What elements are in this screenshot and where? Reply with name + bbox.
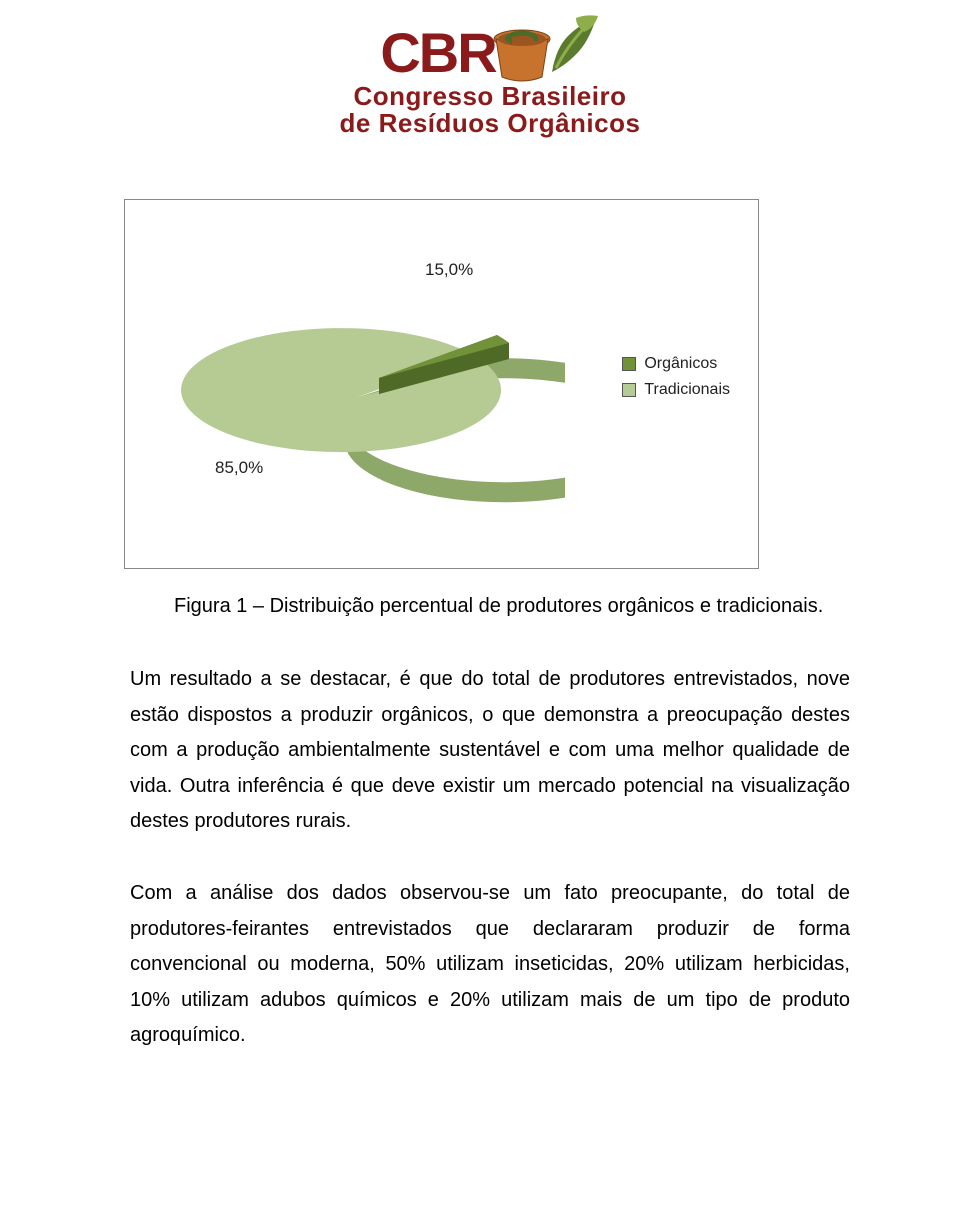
header-logo: CBR Congresso Brasileiro de Resíduos Org… (290, 20, 690, 139)
pie-graphic (155, 280, 565, 520)
body-paragraph-2: Com a análise dos dados observou-se um f… (130, 876, 850, 1054)
document-page: CBR Congresso Brasileiro de Resíduos Org… (0, 0, 960, 1054)
legend-swatch-tradicionais (622, 383, 636, 397)
recycle-bin-icon (490, 27, 554, 83)
legend-item-organicos: Orgânicos (622, 355, 730, 373)
figure-caption: Figura 1 – Distribuição percentual de pr… (130, 595, 850, 618)
chart-legend: Orgânicos Tradicionais (622, 355, 730, 407)
legend-text-tradicionais: Tradicionais (644, 381, 730, 399)
pie-label-tradicionais: 85,0% (215, 458, 263, 478)
pie-label-organicos: 15,0% (425, 260, 473, 280)
pie-slice-big-top (181, 328, 501, 452)
leaf-icon (546, 14, 600, 74)
pie-chart: 15,0% 85,0% Orgânicos Tradicionais (124, 199, 759, 569)
legend-text-organicos: Orgânicos (644, 355, 717, 373)
pie-svg (155, 280, 565, 520)
logo-title-line2: de Resíduos Orgânicos (290, 108, 690, 139)
logo-acronym: CBR (380, 20, 495, 85)
logo-top-row: CBR (290, 20, 690, 85)
body-paragraph-1: Um resultado a se destacar, é que do tot… (130, 662, 850, 840)
legend-swatch-organicos (622, 357, 636, 371)
legend-item-tradicionais: Tradicionais (622, 381, 730, 399)
